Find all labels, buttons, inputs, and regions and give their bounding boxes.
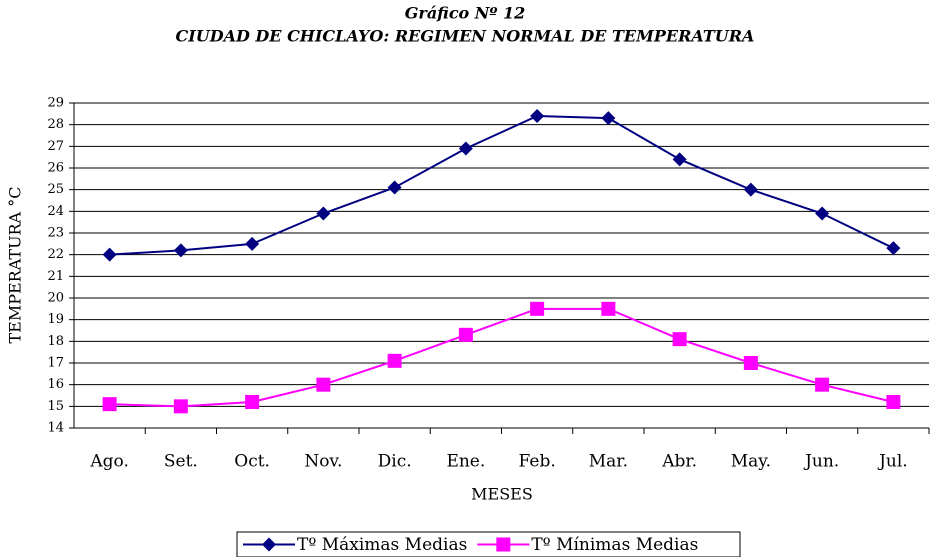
data-point	[102, 247, 117, 262]
data-point	[672, 332, 687, 347]
y-tick-label: 22	[47, 247, 64, 262]
legend-label: Tº Máximas Medias	[297, 535, 467, 555]
chart-subtitle: CIUDAD DE CHICLAYO: REGIMEN NORMAL DE TE…	[176, 27, 755, 46]
data-point	[387, 353, 402, 368]
data-point	[102, 397, 117, 412]
y-tick-label: 16	[47, 377, 64, 392]
data-point	[245, 395, 260, 409]
y-tick-label: 17	[47, 356, 64, 371]
x-tick-label: Jun.	[803, 452, 839, 472]
data-point	[245, 236, 260, 251]
y-tick-label: 19	[47, 312, 64, 327]
data-point	[458, 327, 473, 342]
data-point	[173, 399, 188, 414]
x-tick-label: Ene.	[446, 452, 485, 472]
y-tick-label: 23	[47, 226, 64, 241]
x-tick-label: Dic.	[378, 452, 412, 472]
data-point	[743, 182, 758, 197]
y-axis-label: TEMPERATURA °C	[6, 187, 25, 344]
legend-marker	[496, 537, 511, 552]
data-point	[316, 377, 331, 392]
data-point	[815, 377, 830, 392]
x-tick-label: Abr.	[661, 452, 697, 472]
y-tick-label: 29	[47, 96, 64, 111]
x-tick-label: May.	[731, 452, 771, 472]
y-tick-label: 20	[47, 291, 64, 306]
x-tick-label: Oct.	[234, 452, 270, 472]
data-point	[530, 301, 545, 316]
y-tick-label: 26	[47, 161, 64, 176]
data-point	[530, 109, 545, 123]
y-tick-label: 27	[47, 139, 64, 154]
y-tick-label: 24	[47, 204, 64, 219]
x-tick-label: Jul.	[877, 452, 908, 472]
data-point	[316, 206, 331, 221]
y-tick-label: 18	[47, 334, 64, 349]
data-point	[173, 243, 188, 258]
x-tick-label: Nov.	[304, 452, 342, 472]
data-point	[601, 111, 616, 126]
data-point	[886, 241, 901, 256]
x-axis-label: MESES	[471, 485, 533, 504]
y-tick-label: 21	[47, 269, 64, 284]
legend-marker	[262, 537, 276, 552]
data-point	[672, 152, 687, 167]
chart-title: Gráfico Nº 12	[405, 4, 526, 23]
data-point	[886, 395, 901, 409]
x-tick-label: Set.	[164, 452, 198, 472]
y-tick-label: 25	[47, 182, 64, 197]
data-point	[743, 356, 758, 370]
x-tick-label: Mar.	[589, 452, 628, 472]
series-line	[109, 307, 894, 408]
y-tick-label: 15	[47, 399, 64, 414]
x-tick-label: Ago.	[89, 452, 129, 472]
data-point	[815, 206, 830, 221]
data-point	[458, 141, 473, 156]
data-point	[601, 301, 616, 316]
series-line	[109, 114, 894, 256]
data-point	[387, 180, 402, 195]
legend-label: Tº Mínimas Medias	[531, 535, 698, 555]
y-tick-label: 28	[47, 117, 64, 132]
x-tick-label: Feb.	[519, 452, 556, 472]
y-tick-label: 14	[47, 421, 64, 436]
